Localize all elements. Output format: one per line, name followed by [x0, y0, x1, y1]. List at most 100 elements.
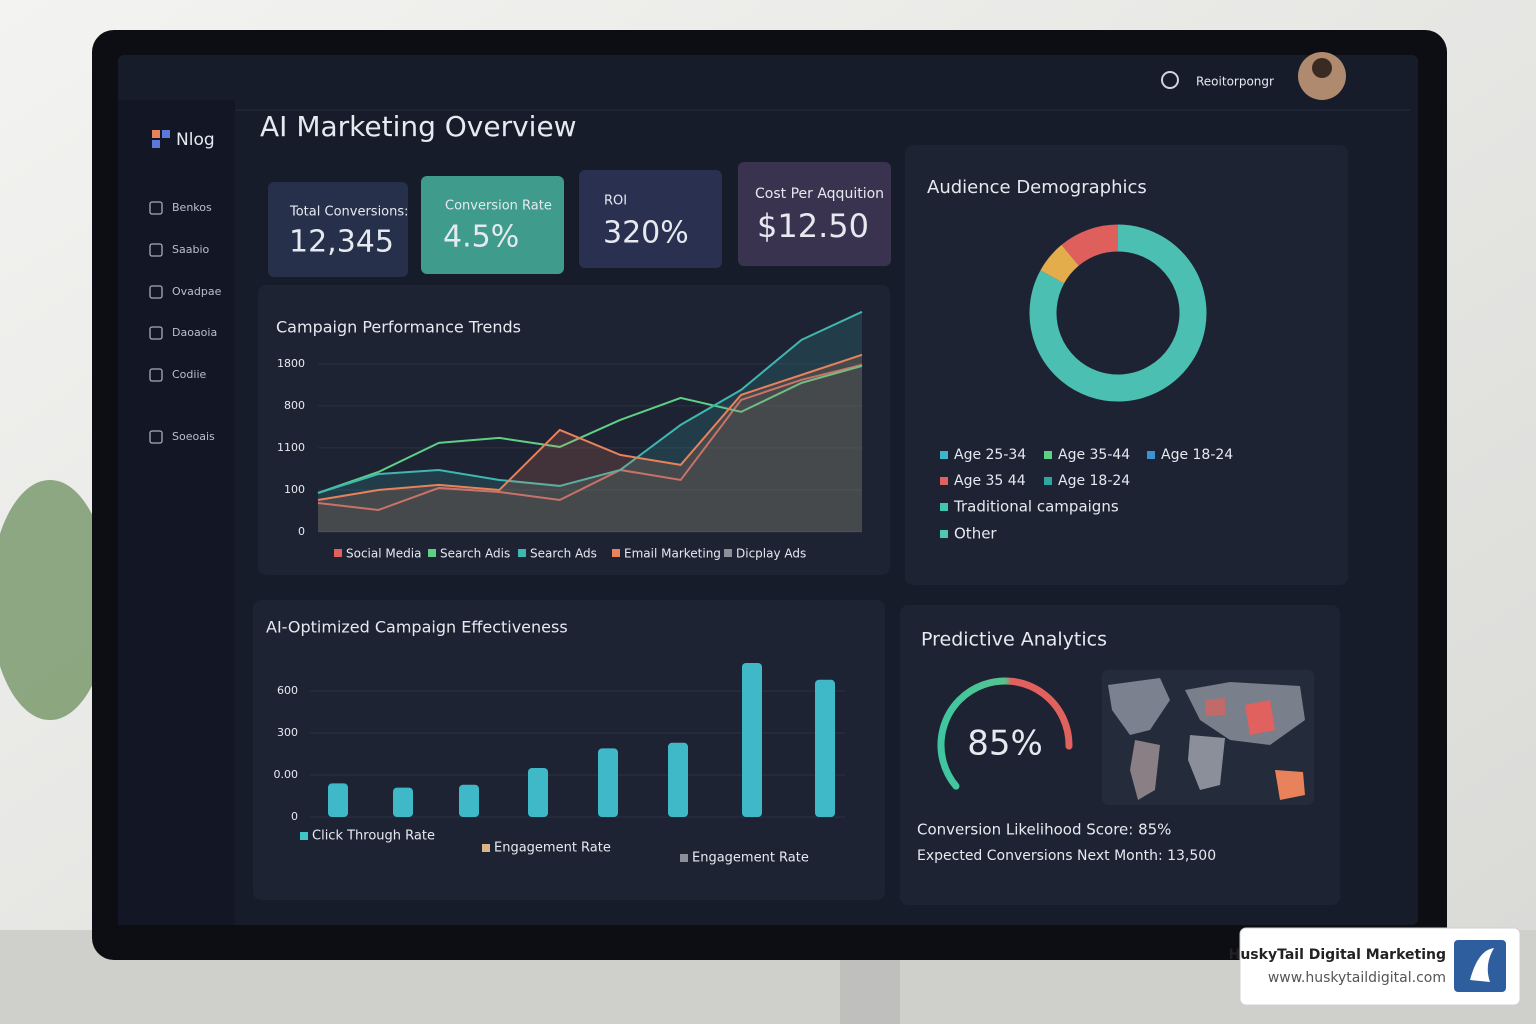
bar — [528, 768, 548, 817]
bar — [328, 783, 348, 817]
badge-url[interactable]: www.huskytaildigital.com — [1268, 970, 1446, 986]
logo — [162, 130, 170, 138]
chart-title: Campaign Performance Trends — [276, 318, 521, 337]
bar — [393, 787, 413, 817]
badge-name: HuskyTail Digital Marketing — [1229, 947, 1446, 963]
legend-label: Search Ads — [530, 547, 597, 561]
bar — [815, 679, 835, 817]
panel — [905, 145, 1348, 585]
kpi-card — [421, 176, 564, 274]
kpi-value: 12,345 — [289, 225, 394, 260]
bar — [459, 784, 479, 817]
nav-item[interactable]: Saabio — [172, 243, 210, 256]
nav-item[interactable]: Benkos — [172, 201, 212, 214]
legend-swatch — [940, 477, 948, 485]
series-line — [317, 310, 863, 494]
donut-segment — [1029, 224, 1207, 402]
brand: Nlog — [176, 130, 215, 150]
legend-swatch — [428, 549, 436, 557]
series-area — [318, 311, 862, 532]
nav-icon[interactable] — [149, 285, 163, 299]
kpi-label: Total Conversions: — [289, 205, 409, 220]
kpi-label: ROI — [604, 194, 627, 209]
chart-title: Predictive Analytics — [921, 629, 1107, 651]
y-tick-label: 1100 — [277, 441, 305, 454]
chart-title: AI-Optimized Campaign Effectiveness — [266, 618, 568, 637]
legend-swatch — [334, 549, 342, 557]
map-land — [1185, 682, 1305, 745]
user-icon[interactable] — [1161, 71, 1179, 89]
legend-label: Email Marketing — [624, 547, 721, 561]
nav-item[interactable]: Soeoais — [172, 430, 215, 443]
map-land — [1188, 735, 1225, 790]
legend-label: Engagement Rate — [494, 841, 611, 856]
legend-swatch — [300, 832, 308, 840]
legend-label: Age 35 44 — [954, 473, 1026, 489]
nav-icon[interactable] — [149, 201, 163, 215]
panel — [253, 600, 885, 900]
kpi-card — [579, 170, 722, 268]
legend-label: Age 35-44 — [1058, 447, 1130, 463]
legend-swatch — [518, 549, 526, 557]
legend-label: Engagement Rate — [692, 851, 809, 866]
logo — [152, 130, 160, 138]
sidebar — [118, 100, 235, 925]
legend-label: Age 25-34 — [954, 447, 1026, 463]
legend-swatch — [940, 530, 948, 538]
nav-item[interactable]: Ovadpae — [172, 285, 222, 298]
series-line — [317, 363, 863, 511]
series-line — [317, 353, 863, 501]
bar — [668, 742, 688, 817]
page-title: AI Marketing Overview — [260, 110, 577, 143]
donut-segment — [1061, 224, 1119, 266]
nav-item[interactable]: Daoaoia — [172, 326, 217, 339]
kpi-value: 4.5% — [443, 220, 519, 255]
y-tick-label: 300 — [277, 726, 298, 739]
plant — [0, 480, 110, 720]
legend-label: Age 18-24 — [1161, 447, 1233, 463]
donut-segment — [1040, 244, 1080, 284]
avatar-hair — [1312, 58, 1332, 78]
bar — [598, 748, 618, 817]
gauge-note: Conversion Likelihood Score: 85% — [917, 821, 1171, 839]
y-tick-label: 0 — [298, 525, 305, 538]
y-tick-label: 1800 — [277, 357, 305, 370]
map-land — [1108, 678, 1170, 735]
gauge-note: Expected Conversions Next Month: 13,500 — [917, 848, 1216, 864]
nav-icon[interactable] — [149, 326, 163, 340]
user-name[interactable]: Reoitorpongr — [1196, 75, 1274, 89]
legend-swatch — [1147, 451, 1155, 459]
legend-swatch — [612, 549, 620, 557]
gauge-value — [937, 677, 1073, 790]
kpi-value: 320% — [603, 216, 689, 251]
y-tick-label: 0 — [291, 810, 298, 823]
y-tick-label: 600 — [277, 684, 298, 697]
nav-item[interactable]: Codiie — [172, 368, 207, 381]
legend-swatch — [724, 549, 732, 557]
badge-logo-mark — [1470, 948, 1494, 982]
kpi-card — [738, 162, 891, 266]
map-highlight — [1245, 700, 1275, 735]
kpi-card — [268, 182, 408, 277]
kpi-value: $12.50 — [757, 207, 869, 245]
map-land — [1130, 740, 1160, 800]
kpi-label: Conversion Rate — [445, 199, 552, 214]
nav-icon[interactable] — [149, 368, 163, 382]
legend-swatch — [1044, 477, 1052, 485]
legend-label: Traditional campaigns — [953, 498, 1119, 516]
map-highlight — [1275, 770, 1305, 800]
panel — [258, 285, 890, 575]
legend-label: Search Adis — [440, 547, 510, 561]
nav-icon[interactable] — [149, 243, 163, 257]
bar — [742, 663, 762, 817]
legend-swatch — [482, 844, 490, 852]
y-tick-label: 0.00 — [274, 768, 299, 781]
badge — [1239, 927, 1521, 1006]
nav-icon[interactable] — [149, 430, 163, 444]
map-highlight — [1205, 698, 1225, 716]
series-line — [317, 364, 863, 494]
legend-label: Age 18-24 — [1058, 473, 1130, 489]
logo — [152, 140, 160, 148]
